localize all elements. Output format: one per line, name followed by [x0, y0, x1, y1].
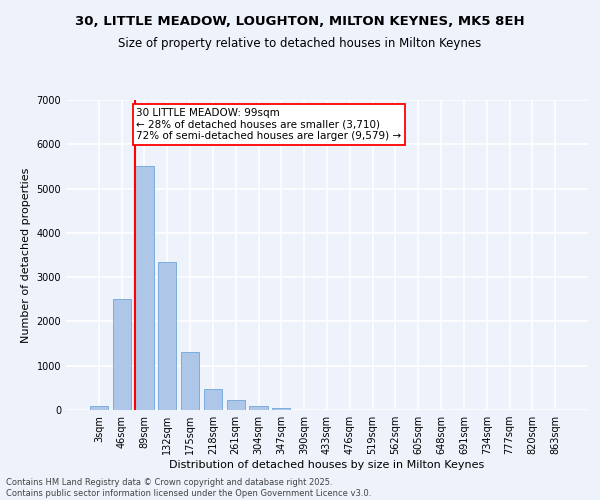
X-axis label: Distribution of detached houses by size in Milton Keynes: Distribution of detached houses by size …: [169, 460, 485, 470]
Bar: [158, 262, 176, 410]
Bar: [181, 352, 199, 410]
Text: Contains HM Land Registry data © Crown copyright and database right 2025.
Contai: Contains HM Land Registry data © Crown c…: [6, 478, 371, 498]
Text: 30, LITTLE MEADOW, LOUGHTON, MILTON KEYNES, MK5 8EH: 30, LITTLE MEADOW, LOUGHTON, MILTON KEYN…: [75, 15, 525, 28]
Bar: [227, 400, 245, 410]
Bar: [113, 300, 131, 410]
Text: 30 LITTLE MEADOW: 99sqm
← 28% of detached houses are smaller (3,710)
72% of semi: 30 LITTLE MEADOW: 99sqm ← 28% of detache…: [136, 108, 401, 141]
Bar: [250, 406, 268, 410]
Bar: [272, 408, 290, 410]
Bar: [90, 406, 108, 410]
Bar: [136, 166, 154, 410]
Text: Size of property relative to detached houses in Milton Keynes: Size of property relative to detached ho…: [118, 38, 482, 51]
Y-axis label: Number of detached properties: Number of detached properties: [21, 168, 31, 342]
Bar: [204, 389, 222, 410]
